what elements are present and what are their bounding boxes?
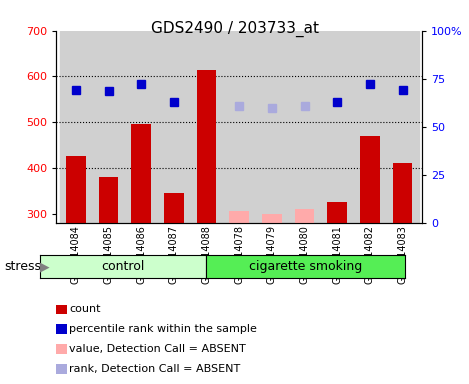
Text: percentile rank within the sample: percentile rank within the sample [69, 324, 257, 334]
Text: count: count [69, 304, 101, 314]
Text: control: control [101, 260, 144, 273]
Bar [295, 209, 314, 223]
Bar [99, 177, 118, 223]
Bar [60, 31, 92, 223]
Bar [321, 31, 354, 223]
Bar [66, 156, 86, 223]
Bar [125, 31, 158, 223]
Bar [223, 31, 256, 223]
Bar [158, 31, 190, 223]
Bar [360, 136, 379, 223]
Bar [190, 31, 223, 223]
Bar [393, 163, 412, 223]
Bar [229, 211, 249, 223]
Text: ▶: ▶ [40, 260, 50, 273]
Bar [386, 31, 419, 223]
Bar [327, 202, 347, 223]
Text: GDS2490 / 203733_at: GDS2490 / 203733_at [151, 21, 318, 37]
Bar [354, 31, 386, 223]
Bar [288, 31, 321, 223]
Bar [197, 70, 216, 223]
Bar [164, 193, 184, 223]
Text: rank, Detection Call = ABSENT: rank, Detection Call = ABSENT [69, 364, 241, 374]
Bar [92, 31, 125, 223]
Bar [262, 214, 282, 223]
Bar [131, 124, 151, 223]
Text: stress: stress [5, 260, 42, 273]
Text: value, Detection Call = ABSENT: value, Detection Call = ABSENT [69, 344, 246, 354]
Bar [256, 31, 288, 223]
Text: cigarette smoking: cigarette smoking [249, 260, 363, 273]
